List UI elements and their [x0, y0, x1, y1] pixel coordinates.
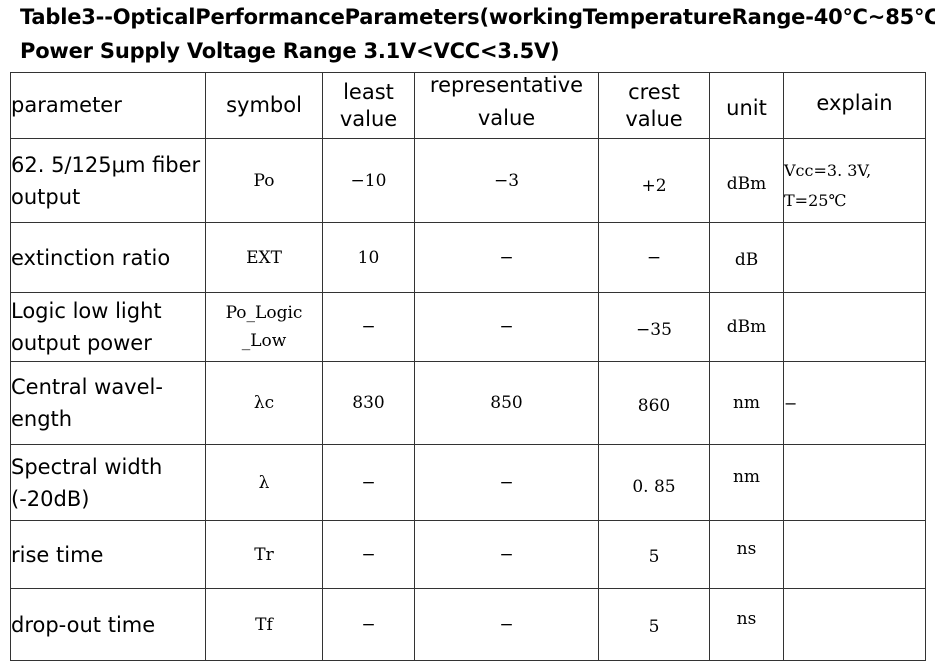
param-line1: Central wavel-: [11, 375, 163, 399]
explain-line1: Vcc=3. 3V,: [784, 160, 872, 180]
explain-cell: Vcc=3. 3V, T=25℃: [783, 138, 926, 223]
param-cell: extinction ratio: [10, 222, 206, 293]
symbol-cell: Tr: [205, 520, 323, 589]
representative-cell: −: [414, 520, 599, 589]
header-unit: unit: [709, 72, 784, 139]
table-row: Logic low light output power Po_Logic _L…: [10, 292, 926, 362]
caption-word: Performance: [195, 5, 345, 29]
header-parameter: parameter: [10, 72, 206, 139]
unit-cell: nm: [709, 444, 784, 521]
caption-word: (working: [479, 5, 583, 29]
crest-cell: 5: [598, 588, 710, 661]
representative-cell: −: [414, 222, 599, 293]
caption-word: Range-40℃~85℃,: [731, 5, 935, 29]
crest-cell: −: [598, 222, 710, 293]
param-cell: 62. 5/125μm fiber output: [10, 138, 206, 223]
header-crest-line1: crest: [628, 79, 680, 104]
representative-cell: −: [414, 292, 599, 362]
header-row: parameter symbol least value representat…: [10, 72, 926, 139]
crest-cell: −35: [598, 292, 710, 362]
representative-cell: −: [414, 444, 599, 521]
symbol-line2: _Low: [241, 331, 287, 351]
table-row: Central wavel- ength λc 830 850 860 nm −: [10, 361, 926, 445]
unit-cell: dB: [709, 222, 784, 293]
least-cell: −: [322, 444, 415, 521]
table-row: drop-out time Tf − − 5 ns: [10, 588, 926, 661]
explain-cell: [783, 520, 926, 589]
representative-cell: 850: [414, 361, 599, 445]
least-cell: −: [322, 588, 415, 661]
explain-cell: [783, 292, 926, 362]
header-least-line1: least: [343, 79, 394, 104]
least-cell: −10: [322, 138, 415, 223]
param-cell: rise time: [10, 520, 206, 589]
param-cell: Logic low light output power: [10, 292, 206, 362]
caption-line-1: Table 3--Optical Performance Parameters …: [20, 0, 935, 34]
symbol-cell: Po: [205, 138, 323, 223]
table-row: rise time Tr − − 5 ns: [10, 520, 926, 589]
crest-cell: 5: [598, 520, 710, 589]
caption-word: Parameters: [344, 5, 480, 29]
param-line2: output: [11, 184, 81, 209]
table-row: extinction ratio EXT 10 − − dB: [10, 222, 926, 293]
symbol-cell: EXT: [205, 222, 323, 293]
caption-line-2: Power Supply Voltage Range 3.1V<VCC<3.5V…: [20, 39, 560, 63]
param-line1: Logic low light: [11, 299, 162, 323]
param-cell: drop-out time: [10, 588, 206, 661]
symbol-line1: Po_Logic: [225, 303, 303, 323]
symbol-cell: Po_Logic _Low: [205, 292, 323, 362]
header-representative-value: representative value: [414, 72, 599, 139]
header-least-line2: value: [339, 106, 398, 131]
optical-parameters-table: parameter symbol least value representat…: [10, 72, 926, 661]
unit-cell: ns: [709, 588, 784, 661]
param-line2: output power: [11, 331, 152, 355]
explain-cell: [783, 222, 926, 293]
caption-word: 3--Optical: [81, 5, 196, 29]
unit-cell: dBm: [709, 292, 784, 362]
header-crest-value: crest value: [598, 72, 710, 139]
param-cell: Central wavel- ength: [10, 361, 206, 445]
param-line2: (-20dB): [11, 486, 90, 511]
least-cell: 830: [322, 361, 415, 445]
symbol-cell: Tf: [205, 588, 323, 661]
param-line1: 62. 5/125μm fiber: [11, 152, 201, 177]
param-line2: ength: [11, 407, 73, 431]
explain-cell: [783, 444, 926, 521]
explain-cell: −: [783, 361, 926, 445]
representative-cell: −3: [414, 138, 599, 223]
crest-cell: +2: [598, 138, 710, 223]
least-cell: 10: [322, 222, 415, 293]
symbol-cell: λc: [205, 361, 323, 445]
header-symbol: symbol: [205, 72, 323, 139]
param-line1: Spectral width: [11, 454, 163, 479]
header-least-value: least value: [322, 72, 415, 139]
least-cell: −: [322, 520, 415, 589]
unit-cell: dBm: [709, 138, 784, 223]
header-rep-line2: value: [477, 105, 536, 130]
header-crest-line2: value: [625, 106, 683, 131]
header-explain: explain: [783, 72, 926, 139]
unit-cell: ns: [709, 520, 784, 589]
explain-line2: T=25℃: [784, 190, 847, 210]
crest-cell: 860: [598, 361, 710, 445]
table-row: Spectral width (-20dB) λ − − 0. 85 nm: [10, 444, 926, 521]
representative-cell: −: [414, 588, 599, 661]
symbol-cell: λ: [205, 444, 323, 521]
caption-word: Table: [20, 5, 82, 29]
caption-word: Temperature: [582, 5, 732, 29]
header-rep-line1: representative: [429, 72, 584, 97]
table-row: 62. 5/125μm fiber output Po −10 −3 +2 dB…: [10, 138, 926, 223]
crest-cell: 0. 85: [598, 444, 710, 521]
param-cell: Spectral width (-20dB): [10, 444, 206, 521]
table-caption: Table 3--Optical Performance Parameters …: [20, 0, 935, 68]
least-cell: −: [322, 292, 415, 362]
explain-cell: [783, 588, 926, 661]
unit-cell: nm: [709, 361, 784, 445]
